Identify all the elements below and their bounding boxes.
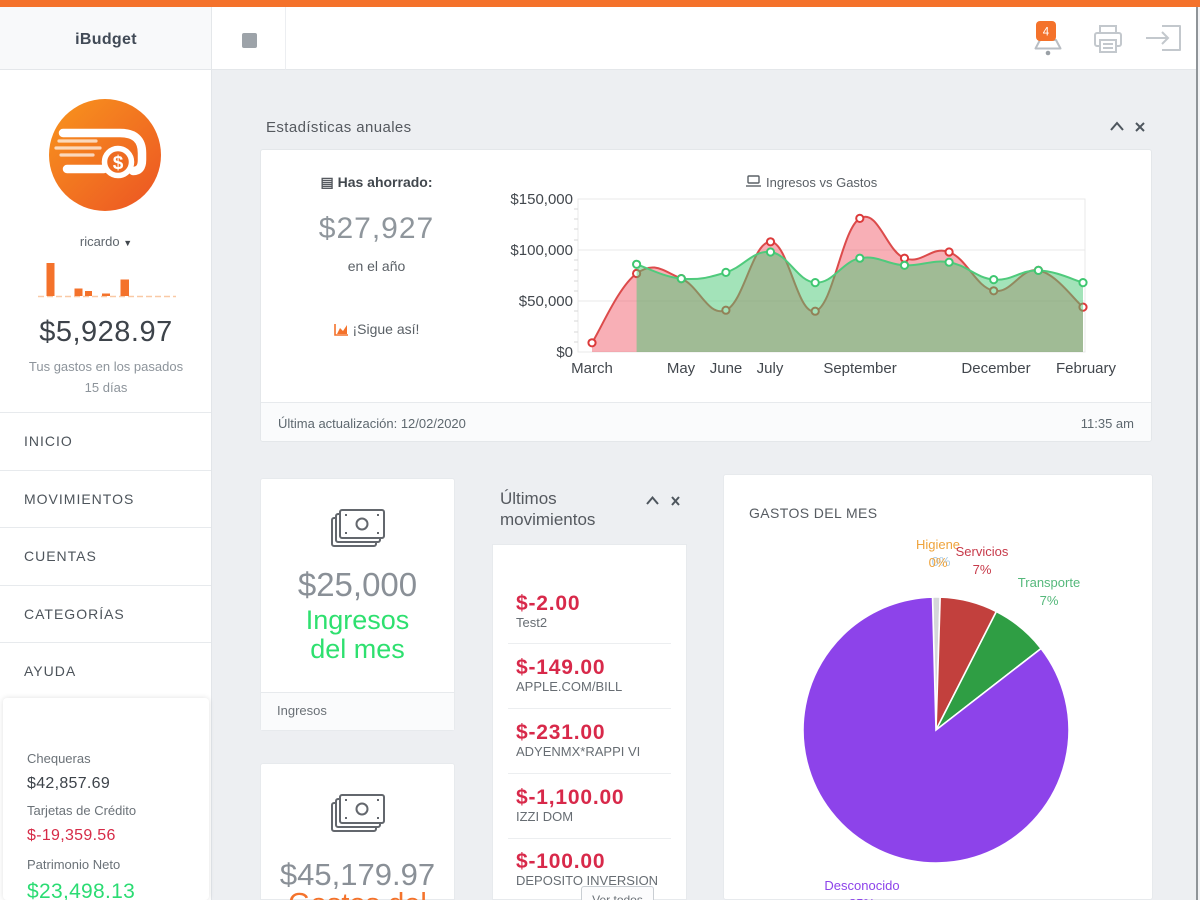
- svg-text:Ingresos vs Gastos: Ingresos vs Gastos: [766, 175, 878, 190]
- svg-text:4: 4: [1043, 27, 1050, 39]
- svg-text:$50,000: $50,000: [519, 293, 573, 310]
- svg-text:$100,000: $100,000: [510, 242, 573, 259]
- svg-text:March: March: [571, 360, 613, 377]
- svg-text:June: June: [710, 360, 743, 377]
- svg-text:$: $: [113, 153, 124, 174]
- svg-text:$0: $0: [556, 344, 573, 361]
- svg-text:February: February: [1056, 360, 1117, 377]
- svg-text:$150,000: $150,000: [510, 191, 573, 208]
- svg-text:September: September: [823, 360, 896, 377]
- svg-text:May: May: [667, 360, 696, 377]
- svg-text:July: July: [757, 360, 784, 377]
- svg-text:December: December: [961, 360, 1030, 377]
